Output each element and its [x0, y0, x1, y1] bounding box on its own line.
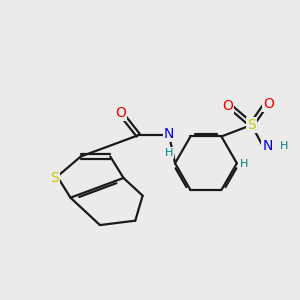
- Text: N: N: [262, 139, 273, 153]
- Text: S: S: [50, 171, 59, 185]
- Text: N: N: [164, 127, 174, 141]
- Text: H: H: [240, 159, 248, 169]
- Text: O: O: [222, 99, 233, 113]
- Text: O: O: [263, 98, 274, 111]
- Text: S: S: [247, 118, 256, 132]
- Text: O: O: [115, 106, 126, 120]
- Text: H: H: [165, 148, 173, 158]
- Text: H: H: [280, 141, 288, 151]
